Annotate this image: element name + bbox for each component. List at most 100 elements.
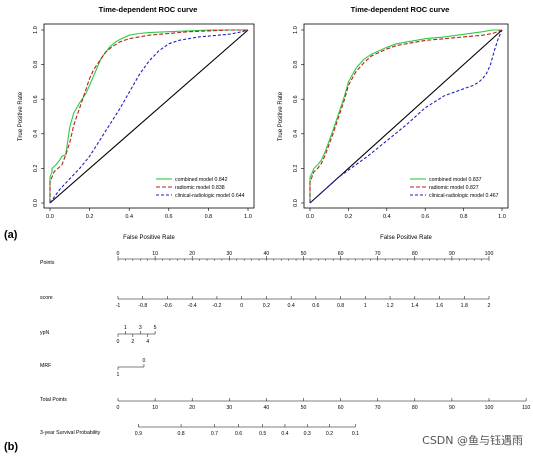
nomogram-tick-label: 2 <box>488 303 491 309</box>
x-tick-label: 0.6 <box>165 214 173 220</box>
nomogram-tick-label: 10 <box>152 405 158 411</box>
chart-title-2: Time-dependent ROC curve <box>351 5 450 14</box>
nomogram-tick-label: 0.8 <box>177 431 184 437</box>
y-tick-label: 0.0 <box>33 199 39 207</box>
nomogram-tick-label: 1.2 <box>386 303 393 309</box>
y-tick-label: 0.2 <box>293 165 299 173</box>
nomogram-tick-label: 0 <box>117 339 120 345</box>
nomogram-tick-label: 50 <box>301 405 307 411</box>
watermark-text: CSDN @鱼与钰遇雨 <box>422 434 523 447</box>
nomogram-tick-label: 4 <box>146 339 149 345</box>
nomogram-tick-label: 0.4 <box>281 431 288 437</box>
nomogram-tick-label: 0.4 <box>288 303 295 309</box>
legend-entry: combined model 0.837 <box>429 177 482 183</box>
y-tick-label: 0.2 <box>33 165 39 173</box>
series-line-dotted-1 <box>49 29 249 204</box>
nomogram-tick-label: 20 <box>189 405 195 411</box>
nomogram-tick-label: 1 <box>364 303 367 309</box>
nomogram-tick-label: -0.8 <box>138 303 147 309</box>
x-axis-label-2: False Positive Rate <box>380 235 432 241</box>
nomogram-tick-label: 0.2 <box>263 303 270 309</box>
nomogram-tick-label: -1 <box>116 303 121 309</box>
nomogram-tick-label: 90 <box>449 405 455 411</box>
nomogram-tick-label: 1 <box>117 372 120 378</box>
chart-title-1: Time-dependent ROC curve <box>99 5 198 14</box>
nomogram-tick-label: 0.6 <box>235 431 242 437</box>
nomogram-tick-label: -0.6 <box>163 303 172 309</box>
nomogram-tick-label: -0.4 <box>188 303 197 309</box>
series-line-dotted-2 <box>309 29 503 204</box>
nomogram-tick-label: 30 <box>226 405 232 411</box>
y-axis-label-1: True Positive Rate <box>18 91 24 141</box>
nomogram-tick-label: 90 <box>449 251 455 257</box>
plot-frame-1 <box>43 23 255 209</box>
reference-diagonal-1 <box>49 29 249 204</box>
nomogram-row-label: 3-year Survival Probability <box>40 430 101 436</box>
y-tick-label: 0.4 <box>33 130 39 138</box>
x-tick-label: 1.0 <box>498 214 506 220</box>
nomogram-tick-label: 20 <box>189 251 195 257</box>
nomogram-tick-label: 110 <box>522 405 530 411</box>
legend-entry: radiomic model 0.838 <box>175 185 225 191</box>
nomogram-row-label: ypN <box>40 330 49 336</box>
nomogram-tick-label: 1.4 <box>411 303 418 309</box>
nomogram-tick-label: 70 <box>375 251 381 257</box>
nomogram-tick-label: 100 <box>485 405 494 411</box>
y-tick-label: 1.0 <box>33 26 39 34</box>
nomogram-tick-label: 1 <box>124 325 127 331</box>
x-tick-label: 0.2 <box>345 214 353 220</box>
nomogram-tick-label: 1.8 <box>461 303 468 309</box>
nomogram-row-label: MRF <box>40 363 51 369</box>
reference-diagonal-2 <box>309 29 503 204</box>
nomogram-row-label: score <box>40 295 53 301</box>
series-line-dashed-2 <box>309 29 503 203</box>
y-tick-label: 0.6 <box>293 95 299 103</box>
x-axis-label-1: False Positive Rate <box>123 235 175 241</box>
nomogram-tick-label: 1.6 <box>436 303 443 309</box>
y-tick-label: 1.0 <box>293 26 299 34</box>
nomogram-tick-label: 0.7 <box>211 431 218 437</box>
nomogram-tick-label: 0.5 <box>259 431 266 437</box>
x-tick-label: 0.4 <box>125 214 133 220</box>
panel-label-a: (a) <box>4 229 18 241</box>
legend-entry: radiomic model 0.827 <box>429 185 479 191</box>
nomogram-tick-label: 60 <box>338 405 344 411</box>
series-line-dashed-1 <box>49 29 248 203</box>
nomogram-tick-label: 80 <box>412 405 418 411</box>
nomogram-row-label: Points <box>40 260 55 266</box>
nomogram-tick-label: 0.2 <box>326 431 333 437</box>
x-tick-label: 0.0 <box>306 214 314 220</box>
nomogram-tick-label: 40 <box>264 405 270 411</box>
nomogram-tick-label: 0.8 <box>337 303 344 309</box>
nomogram-tick-label: 10 <box>152 251 158 257</box>
y-tick-label: 0.8 <box>33 61 39 69</box>
nomogram-tick-label: 0.3 <box>304 431 311 437</box>
x-tick-label: 0.2 <box>86 214 94 220</box>
legend-entry: clinical-radiologic model 0.467 <box>429 193 499 199</box>
y-axis-label-2: True Positive Rate <box>278 91 284 141</box>
plot-frame-2 <box>303 23 509 209</box>
nomogram-tick-label: 0.1 <box>352 431 359 437</box>
nomogram-tick-label: 40 <box>264 251 270 257</box>
nomogram-tick-label: 0 <box>143 358 146 364</box>
nomogram-tick-label: 60 <box>338 251 344 257</box>
panel-label-b: (b) <box>4 441 18 453</box>
nomogram-tick-label: 100 <box>485 251 494 257</box>
y-tick-label: 0.8 <box>293 61 299 69</box>
series-line-solid-1 <box>49 29 248 203</box>
nomogram-tick-label: 30 <box>226 251 232 257</box>
nomogram-tick-label: 80 <box>412 251 418 257</box>
x-tick-label: 1.0 <box>244 214 252 220</box>
x-tick-label: 0.8 <box>205 214 213 220</box>
nomogram-tick-label: 50 <box>301 251 307 257</box>
x-tick-label: 0.0 <box>46 214 54 220</box>
legend-entry: clinical-radiologic model 0.644 <box>175 193 245 199</box>
legend-entry: combined model 0.842 <box>175 177 228 183</box>
y-tick-label: 0.6 <box>33 95 39 103</box>
nomogram-tick-label: 2 <box>131 339 134 345</box>
y-tick-label: 0.0 <box>293 199 299 207</box>
nomogram-tick-label: 0.6 <box>312 303 319 309</box>
nomogram-row-label: Total Points <box>40 397 67 403</box>
